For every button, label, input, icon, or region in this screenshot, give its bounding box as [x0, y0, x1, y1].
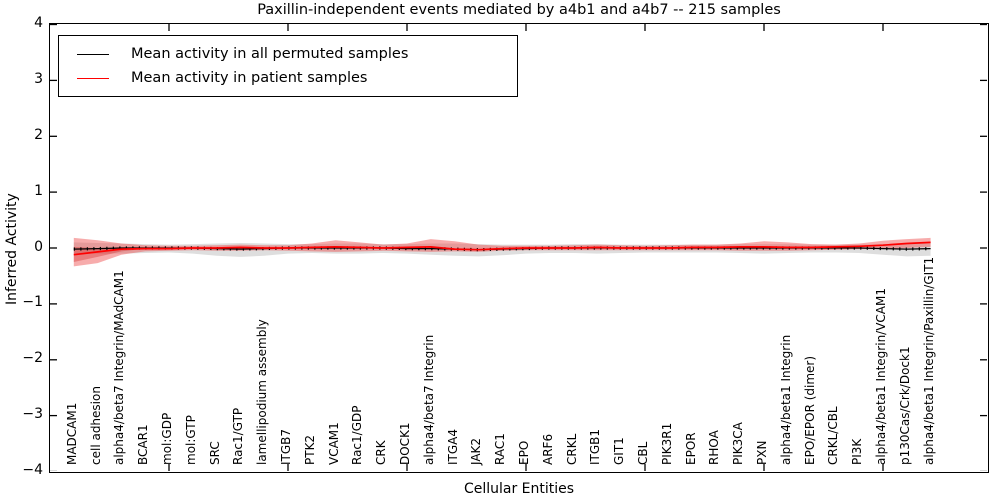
patient-range-band	[73, 237, 931, 267]
x-category-label: cell adhesion	[88, 386, 103, 465]
y-tick-label: −3	[22, 406, 43, 423]
x-category-label: CBL	[636, 441, 650, 465]
y-tick-label: −4	[22, 462, 43, 478]
y-tick-label: −2	[22, 350, 43, 367]
x-category-label: ITGB1	[588, 428, 603, 465]
x-category-label: MADCAM1	[64, 402, 79, 465]
plot-area	[49, 23, 989, 473]
patient-range-inner-band	[73, 246, 146, 262]
x-category-label: PTK2	[302, 434, 317, 465]
legend-line-patient-icon	[77, 77, 109, 79]
y-tick-label: −1	[22, 294, 43, 311]
x-category-label: PXN	[755, 440, 769, 465]
x-category-label: alpha4/beta7 Integrin/MAdCAM1	[112, 270, 127, 465]
x-category-label: CRK	[374, 440, 389, 465]
x-category-label: VCAM1	[326, 422, 341, 465]
y-tick-label: 2	[34, 126, 43, 143]
x-category-label: GIT1	[612, 437, 627, 465]
legend-line-permuted-icon	[77, 53, 109, 55]
chart-title: Paxillin-independent events mediated by …	[257, 2, 781, 18]
x-category-label: alpha4/beta1 Integrin/VCAM1	[874, 288, 888, 465]
x-category-label: p130Cas/Crk/Dock1	[897, 346, 912, 465]
legend-label-patient: Mean activity in patient samples	[131, 70, 368, 86]
x-category-label: CRKL/CBL	[826, 406, 841, 465]
x-axis-label: Cellular Entities	[463, 481, 575, 497]
patient-mean-line	[73, 241, 931, 256]
x-category-label: EPOR	[683, 432, 698, 465]
tick-marks	[50, 24, 987, 471]
legend-row-permuted: Mean activity in all permuted samples	[59, 46, 517, 62]
x-category-label: ARF6	[540, 433, 555, 465]
y-tick-label: 0	[34, 238, 43, 255]
x-category-label: JAK2	[469, 437, 484, 465]
x-category-label: ITGA4	[445, 428, 460, 465]
y-tick-label: 1	[34, 182, 43, 199]
x-category-label: DOCK1	[398, 422, 412, 465]
x-category-label: PIK3CA	[731, 422, 746, 465]
x-category-label: PI3K	[850, 438, 865, 465]
x-category-label: RAC1	[493, 433, 508, 465]
x-category-label: lamellipodium assembly	[255, 319, 270, 465]
x-category-label: alpha4/beta1 Integrin	[778, 334, 793, 465]
x-category-label: mol:GTP	[183, 415, 198, 465]
x-category-label: PIK3R1	[659, 422, 674, 465]
x-category-label: CRKL	[564, 433, 579, 465]
legend-row-patient: Mean activity in patient samples	[59, 70, 517, 86]
x-category-label: alpha4/beta7 Integrin	[421, 334, 436, 465]
x-category-label: alpha4/beta1 Integrin/Paxillin/GIT1	[921, 256, 936, 465]
x-category-label: mol:GDP	[160, 412, 174, 465]
y-tick-label: 3	[34, 70, 43, 87]
legend: Mean activity in all permuted samples Me…	[58, 35, 518, 97]
legend-label-permuted: Mean activity in all permuted samples	[131, 46, 409, 62]
x-category-label: EPO	[517, 440, 531, 465]
chart-canvas	[50, 24, 987, 471]
y-tick-label: 4	[34, 15, 43, 31]
x-category-label: EPO/EPOR (dimer)	[802, 355, 817, 465]
x-category-label: SRC	[207, 441, 222, 465]
x-category-label: Rac1/GDP	[350, 405, 365, 465]
x-category-label: RHOA	[707, 430, 722, 465]
x-category-label: BCAR1	[136, 424, 151, 465]
x-category-label: ITGB7	[279, 428, 293, 465]
x-category-label: Rac1/GTP	[231, 407, 246, 465]
